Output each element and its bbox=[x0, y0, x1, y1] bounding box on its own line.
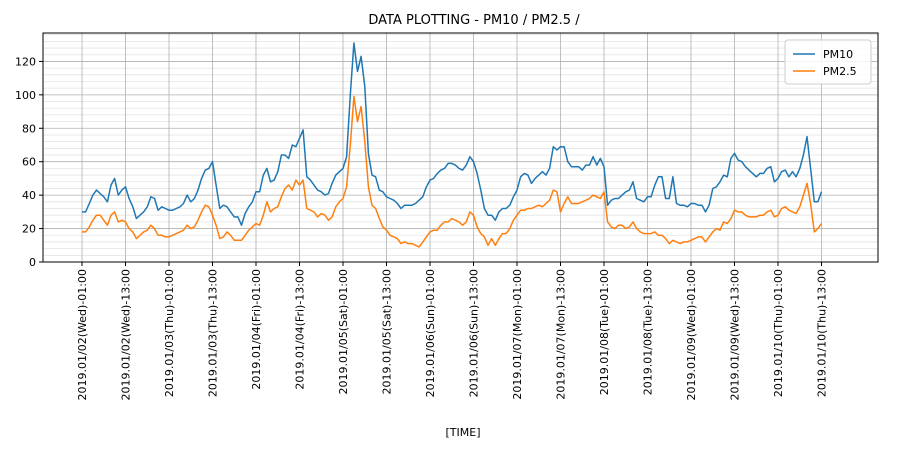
legend-label-pm10: PM10 bbox=[823, 48, 853, 61]
x-tick-label: 2019.01/04(Fri)-13:00 bbox=[294, 269, 307, 390]
series-lines bbox=[82, 42, 823, 248]
x-tick-label: 2019.01/08(Tue)-13:00 bbox=[642, 269, 655, 395]
legend-box bbox=[784, 39, 872, 85]
series-line-pm25 bbox=[82, 95, 823, 248]
x-axis: 2019.01/02(Wed)-01:00 2019.01/02(Wed)-13:… bbox=[76, 262, 829, 400]
x-tick-label: 2019.01/09(Wed)-01:00 bbox=[685, 269, 698, 400]
x-tick-label: 2019.01/06(Sun)-01:00 bbox=[424, 269, 437, 397]
x-tick-label: 2019.01/07(Mon)-13:00 bbox=[555, 269, 568, 400]
y-axis: 0 20 40 60 80 100 120 bbox=[15, 55, 43, 269]
x-axis-label: [TIME] bbox=[446, 426, 481, 439]
plot-area bbox=[42, 32, 879, 263]
x-tick-label: 2019.01/02(Wed)-13:00 bbox=[120, 269, 133, 400]
x-tick-label: 2019.01/02(Wed)-01:00 bbox=[76, 269, 89, 400]
x-tick-label: 2019.01/06(Sun)-13:00 bbox=[468, 269, 481, 397]
x-tick-label: 2019.01/10(Thu)-01:00 bbox=[772, 269, 785, 397]
series-line-pm10 bbox=[82, 42, 823, 226]
x-tick-label: 2019.01/09(Wed)-13:00 bbox=[729, 269, 742, 400]
x-tick-label: 2019.01/05(Sat)-13:00 bbox=[381, 269, 394, 394]
x-tick-label: 2019.01/08(Tue)-01:00 bbox=[598, 269, 611, 395]
legend: PM10 PM2.5 bbox=[784, 39, 872, 85]
minor-gridlines bbox=[43, 34, 878, 256]
y-tick-label: 100 bbox=[15, 89, 36, 102]
x-tick-label: 2019.01/03(Thu)-13:00 bbox=[207, 269, 220, 397]
x-tick-label: 2019.01/03(Thu)-01:00 bbox=[163, 269, 176, 397]
y-tick-label: 40 bbox=[22, 189, 36, 202]
x-tick-label: 2019.01/07(Mon)-01:00 bbox=[511, 269, 524, 400]
x-tick-label: 2019.01/05(Sat)-01:00 bbox=[337, 269, 350, 394]
major-gridlines bbox=[43, 33, 878, 263]
y-tick-label: 80 bbox=[22, 122, 36, 135]
chart-title: DATA PLOTTING - PM10 / PM2.5 / bbox=[368, 13, 580, 28]
x-tick-label: 2019.01/04(Fri)-01:00 bbox=[250, 269, 263, 390]
y-tick-label: 0 bbox=[29, 256, 36, 269]
y-tick-label: 20 bbox=[22, 223, 36, 236]
x-tick-label: 2019.01/10(Thu)-13:00 bbox=[816, 269, 829, 397]
legend-label-pm25: PM2.5 bbox=[823, 65, 857, 78]
y-tick-label: 60 bbox=[22, 156, 36, 169]
y-tick-label: 120 bbox=[15, 55, 36, 68]
